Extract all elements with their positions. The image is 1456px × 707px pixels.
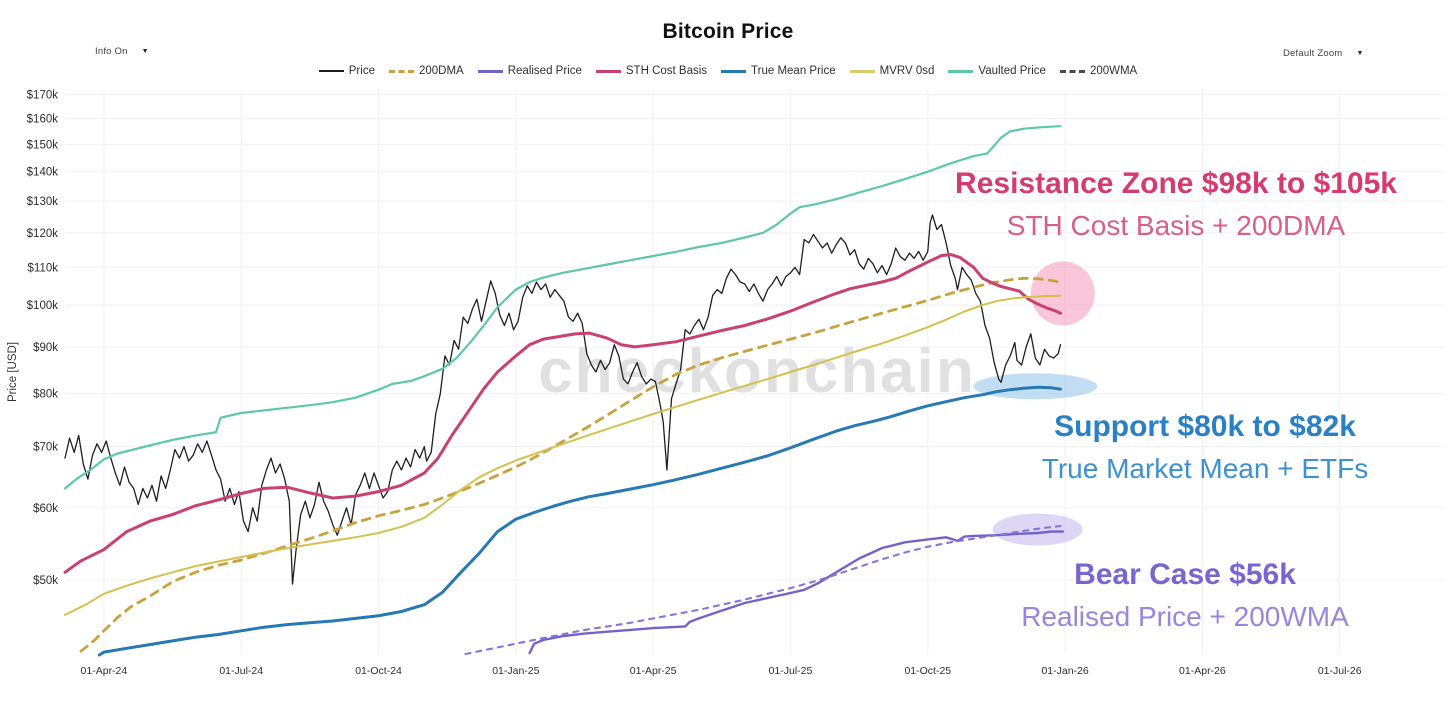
zoom-preset-label: Default Zoom <box>1283 48 1343 59</box>
info-on-dropdown[interactable]: Info On ▼ <box>95 46 149 57</box>
y-tick-label: $50k <box>33 575 58 587</box>
x-tick-label: 01-Oct-24 <box>355 665 402 677</box>
support-annotation: Support $80k to $82k True Market Mean + … <box>1042 406 1369 490</box>
x-tick-label: 01-Jul-26 <box>1318 665 1362 677</box>
resistance-annotation-subtitle: STH Cost Basis + 200DMA <box>1006 210 1346 241</box>
info-on-label: Info On <box>95 46 128 57</box>
y-tick-label: $150k <box>27 139 59 151</box>
legend-item-vaulted-price[interactable]: Vaulted Price <box>948 65 1046 77</box>
x-tick-label: 01-Oct-25 <box>904 665 951 677</box>
legend-item-realised-price[interactable]: Realised Price <box>477 65 582 77</box>
support-annotation-subtitle: True Market Mean + ETFs <box>1041 453 1369 484</box>
y-axis-title: Price [USD] <box>7 342 19 402</box>
series-price <box>64 214 1062 585</box>
series-vaulted-price <box>63 125 1062 490</box>
y-tick-label: $140k <box>27 167 59 179</box>
chart-legend: Price 200DMA Realised Price STH Cost Basis T… <box>0 65 1456 77</box>
legend-item-label: 200WMA <box>1089 65 1138 77</box>
y-tick-label: $160k <box>27 114 59 126</box>
resistance-annotation-title: Resistance Zone $98k to $105k <box>955 167 1397 200</box>
x-tick-label: 01-Jan-26 <box>1041 665 1088 677</box>
caret-down-icon: ▼ <box>1356 50 1364 57</box>
legend-swatch-icon <box>721 69 747 73</box>
legend-swatch-icon <box>849 69 875 73</box>
series-sth-cost-basis <box>63 253 1062 574</box>
y-tick-label: $120k <box>27 228 59 240</box>
legend-item-label: Price <box>348 65 375 77</box>
resistance-zone-highlight <box>1030 261 1095 326</box>
legend-item-label: 200DMA <box>418 65 464 77</box>
x-tick-label: 01-Apr-24 <box>81 665 128 677</box>
legend-item-label: STH Cost Basis <box>625 65 708 77</box>
y-tick-label: $90k <box>33 342 58 354</box>
checkonchain-watermark: checkonchain <box>538 337 975 406</box>
legend-swatch-icon <box>1059 69 1085 73</box>
x-tick-label: 01-Jul-24 <box>219 665 263 677</box>
legend-swatch-icon <box>388 69 414 73</box>
x-tick-label: 01-Apr-25 <box>630 665 677 677</box>
legend-item-sth-cost-basis[interactable]: STH Cost Basis <box>595 65 708 77</box>
y-tick-label: $80k <box>33 389 58 401</box>
legend-item-label: Vaulted Price <box>978 65 1046 77</box>
resistance-annotation: Resistance Zone $98k to $105k STH Cost B… <box>955 163 1397 247</box>
y-tick-label: $60k <box>33 503 58 515</box>
x-tick-label: 01-Jan-25 <box>492 665 539 677</box>
page-title: Bitcoin Price <box>662 20 794 43</box>
legend-item-price[interactable]: Price <box>318 65 375 77</box>
x-tick-label: 01-Apr-26 <box>1179 665 1226 677</box>
y-tick-label: $70k <box>33 442 58 454</box>
series-mvrv-0sd <box>64 294 1062 616</box>
y-tick-label: $170k <box>27 90 59 102</box>
zoom-preset-dropdown[interactable]: Default Zoom ▼ <box>1283 48 1364 59</box>
series-true-mean-price <box>97 385 1062 657</box>
legend-item-200dma[interactable]: 200DMA <box>388 65 464 77</box>
legend-swatch-icon <box>948 69 974 73</box>
legend-item-label: True Mean Price <box>751 65 836 77</box>
legend-item-true-mean-price[interactable]: True Mean Price <box>721 65 836 77</box>
legend-item-label: Realised Price <box>507 65 582 77</box>
legend-item-200wma[interactable]: 200WMA <box>1059 65 1138 77</box>
series-realised-price <box>528 530 1065 655</box>
legend-swatch-icon <box>595 69 621 73</box>
y-tick-label: $110k <box>28 262 59 274</box>
legend-swatch-icon <box>477 69 503 73</box>
y-tick-label: $100k <box>27 300 59 312</box>
caret-down-icon: ▼ <box>141 48 149 55</box>
series-200wma <box>464 525 1062 656</box>
legend-item-mvrv-0sd[interactable]: MVRV 0sd <box>849 65 935 77</box>
bear-case-annotation-subtitle: Realised Price + 200WMA <box>1021 601 1349 632</box>
x-tick-label: 01-Jul-25 <box>769 665 813 677</box>
series-200dma <box>79 276 1065 653</box>
y-tick-label: $130k <box>27 196 59 208</box>
legend-swatch-icon <box>318 70 344 72</box>
bear-case-annotation-title: Bear Case $56k <box>1074 558 1296 591</box>
legend-item-label: MVRV 0sd <box>879 65 935 77</box>
bear-case-annotation: Bear Case $56k Realised Price + 200WMA <box>1021 554 1349 638</box>
support-annotation-title: Support $80k to $82k <box>1054 410 1356 443</box>
